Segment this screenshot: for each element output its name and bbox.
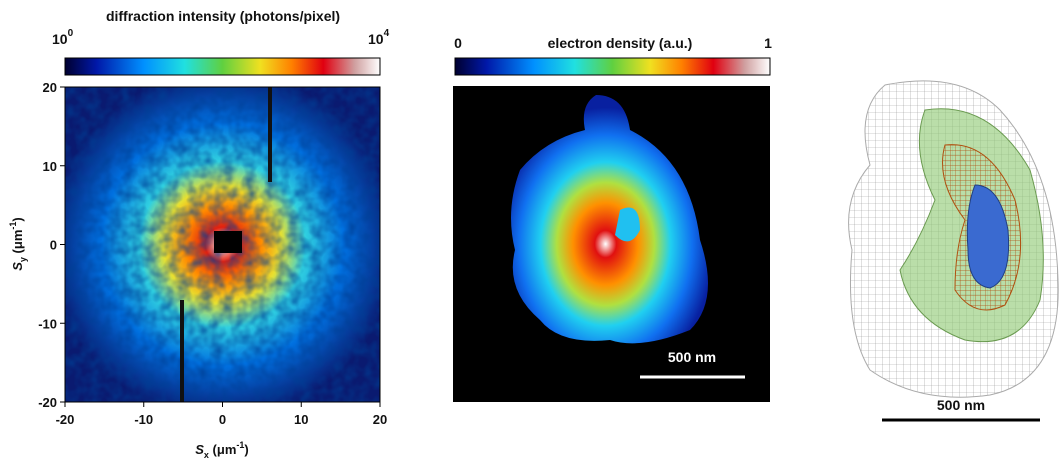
x-axis-label: Sx (μm-1) <box>195 440 249 460</box>
x-tick-label: -20 <box>56 412 75 427</box>
colorbar-min: 0 <box>454 35 462 51</box>
y-tick-label: 10 <box>43 159 57 174</box>
beam-stop <box>214 231 242 253</box>
figure: diffraction intensity (photons/pixel) 10… <box>0 0 1062 461</box>
colorbar <box>455 58 770 75</box>
x-tick-label: 20 <box>373 412 387 427</box>
y-tick-label: -10 <box>38 316 57 331</box>
y-axis-label: Sy (μm-1) <box>8 217 28 271</box>
colorbar-title: electron density (a.u.) <box>548 35 693 51</box>
y-tick-label: -20 <box>38 395 57 410</box>
colorbar-min: 100 <box>52 28 74 47</box>
colorbar-max: 104 <box>368 28 390 47</box>
y-tick-label: 0 <box>50 238 57 253</box>
gap <box>268 87 272 182</box>
scale-bar-label: 500 nm <box>668 349 716 365</box>
scale-bar-label: 500 nm <box>937 397 985 413</box>
y-tick-label: 20 <box>43 80 57 95</box>
colorbar-title: diffraction intensity (photons/pixel) <box>106 8 340 24</box>
colorbar <box>65 58 380 75</box>
x-tick-label: -10 <box>134 412 153 427</box>
gap <box>180 300 184 402</box>
x-tick-label: 0 <box>219 412 226 427</box>
x-tick-label: 10 <box>294 412 308 427</box>
colorbar-max: 1 <box>764 35 772 51</box>
